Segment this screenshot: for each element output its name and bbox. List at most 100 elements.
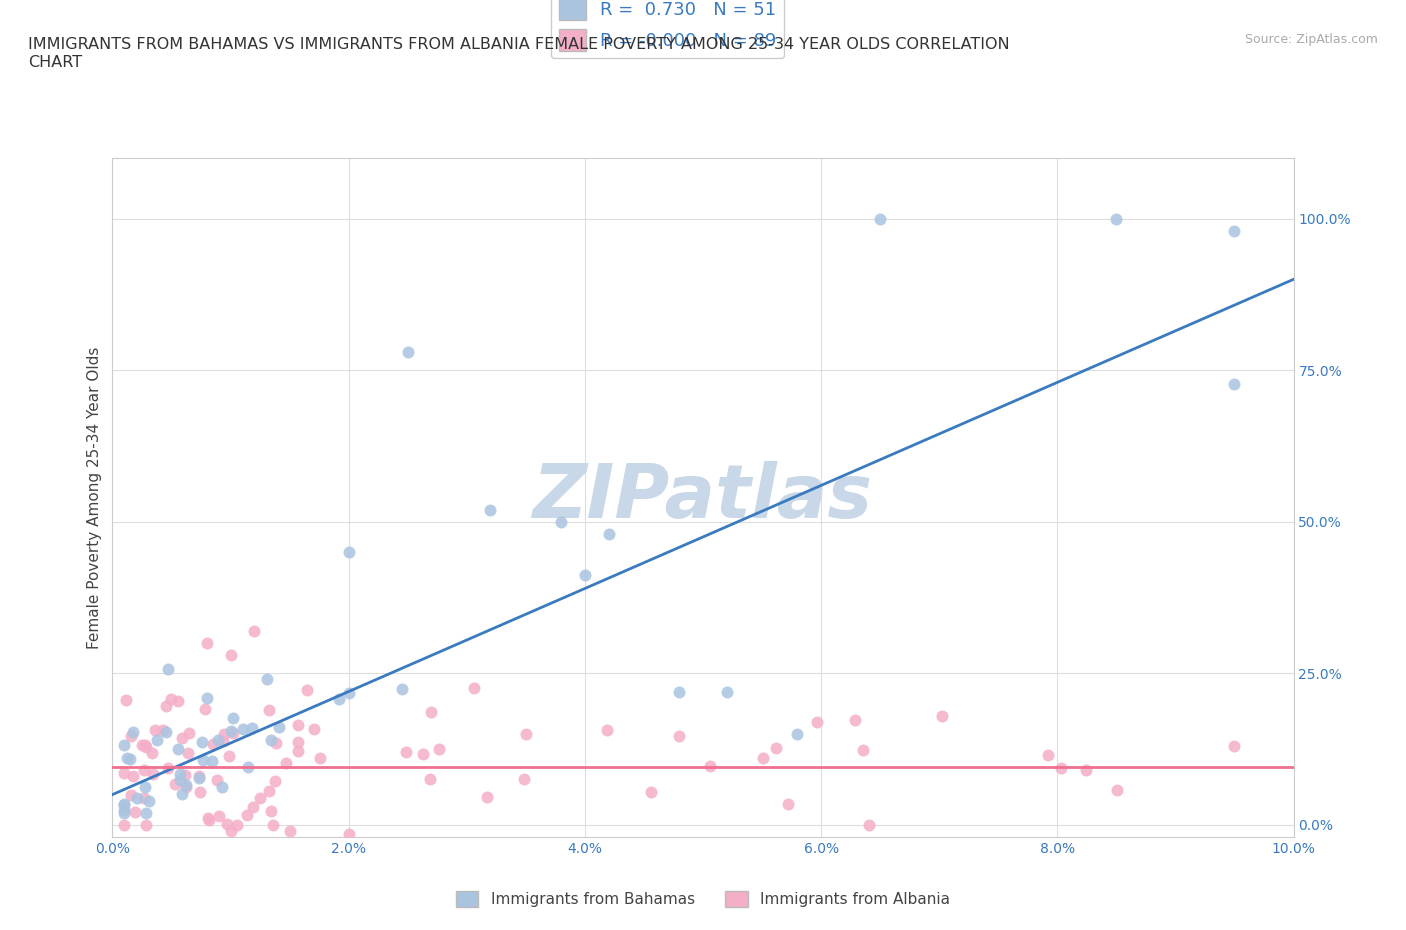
Point <box>640 785 662 800</box>
Point <box>328 692 350 707</box>
Point <box>112 737 135 752</box>
Point <box>112 803 135 817</box>
Text: ZIPatlas: ZIPatlas <box>533 461 873 534</box>
Point <box>337 827 360 842</box>
Point <box>1050 761 1073 776</box>
Point <box>112 805 135 820</box>
Point <box>173 768 195 783</box>
Point <box>716 684 738 699</box>
Point <box>337 545 360 560</box>
Point <box>166 742 188 757</box>
Point <box>295 683 318 698</box>
Point <box>574 567 596 582</box>
Point <box>668 728 690 743</box>
Point <box>172 731 194 746</box>
Point <box>242 800 264 815</box>
Point <box>776 797 799 812</box>
Point <box>141 745 163 760</box>
Point <box>188 784 211 799</box>
Text: IMMIGRANTS FROM BAHAMAS VS IMMIGRANTS FROM ALBANIA FEMALE POVERTY AMONG 25-34 YE: IMMIGRANTS FROM BAHAMAS VS IMMIGRANTS FR… <box>28 37 1010 70</box>
Point <box>156 661 179 676</box>
Point <box>155 724 177 739</box>
Point <box>218 749 240 764</box>
Point <box>135 739 157 754</box>
Point <box>195 690 218 705</box>
Point <box>396 345 419 360</box>
Point <box>138 793 160 808</box>
Point <box>214 727 236 742</box>
Point <box>134 779 156 794</box>
Point <box>304 722 326 737</box>
Point <box>844 712 866 727</box>
Point <box>191 735 214 750</box>
Point <box>240 721 263 736</box>
Point <box>287 735 309 750</box>
Point <box>135 817 157 832</box>
Point <box>262 817 284 832</box>
Point <box>177 745 200 760</box>
Point <box>211 779 233 794</box>
Point <box>169 766 191 781</box>
Point <box>212 734 235 749</box>
Point <box>201 753 224 768</box>
Point <box>226 817 249 832</box>
Point <box>188 771 211 786</box>
Point <box>172 787 194 802</box>
Y-axis label: Female Poverty Among 25-34 Year Olds: Female Poverty Among 25-34 Year Olds <box>87 346 103 649</box>
Point <box>163 777 186 791</box>
Point <box>278 823 301 838</box>
Legend: Immigrants from Bahamas, Immigrants from Albania: Immigrants from Bahamas, Immigrants from… <box>450 884 956 913</box>
Point <box>269 720 291 735</box>
Point <box>256 671 278 686</box>
Point <box>219 724 242 738</box>
Point <box>145 732 167 747</box>
Point <box>207 732 229 747</box>
Point <box>260 733 283 748</box>
Point <box>1223 223 1246 238</box>
Point <box>1223 738 1246 753</box>
Point <box>786 726 808 741</box>
Point <box>391 682 413 697</box>
Point <box>112 797 135 812</box>
Point <box>188 768 211 783</box>
Point <box>115 751 138 765</box>
Point <box>152 723 174 737</box>
Point <box>337 685 360 700</box>
Point <box>596 723 619 737</box>
Point <box>668 684 690 699</box>
Point <box>207 809 229 824</box>
Point <box>207 773 229 788</box>
Point <box>112 765 135 780</box>
Point <box>215 817 238 831</box>
Point <box>112 797 135 812</box>
Point <box>1223 377 1246 392</box>
Point <box>194 701 217 716</box>
Point <box>142 766 165 781</box>
Point <box>134 763 156 777</box>
Point <box>120 788 142 803</box>
Legend: R =  0.730   N = 51, R = -0.000   N = 89: R = 0.730 N = 51, R = -0.000 N = 89 <box>551 0 783 59</box>
Point <box>155 698 177 713</box>
Point <box>427 742 450 757</box>
Point <box>122 724 145 739</box>
Point <box>699 758 721 773</box>
Point <box>135 805 157 820</box>
Point <box>869 211 891 226</box>
Point <box>395 744 418 759</box>
Point <box>515 726 537 741</box>
Point <box>195 635 218 650</box>
Point <box>219 823 242 838</box>
Point <box>858 817 880 832</box>
Text: Source: ZipAtlas.com: Source: ZipAtlas.com <box>1244 33 1378 46</box>
Point <box>167 694 190 709</box>
Point <box>931 709 953 724</box>
Point <box>118 751 141 766</box>
Point <box>112 817 135 832</box>
Point <box>232 722 254 737</box>
Point <box>174 780 197 795</box>
Point <box>806 714 828 729</box>
Point <box>259 784 281 799</box>
Point <box>132 790 155 805</box>
Point <box>1074 763 1097 777</box>
Point <box>463 681 485 696</box>
